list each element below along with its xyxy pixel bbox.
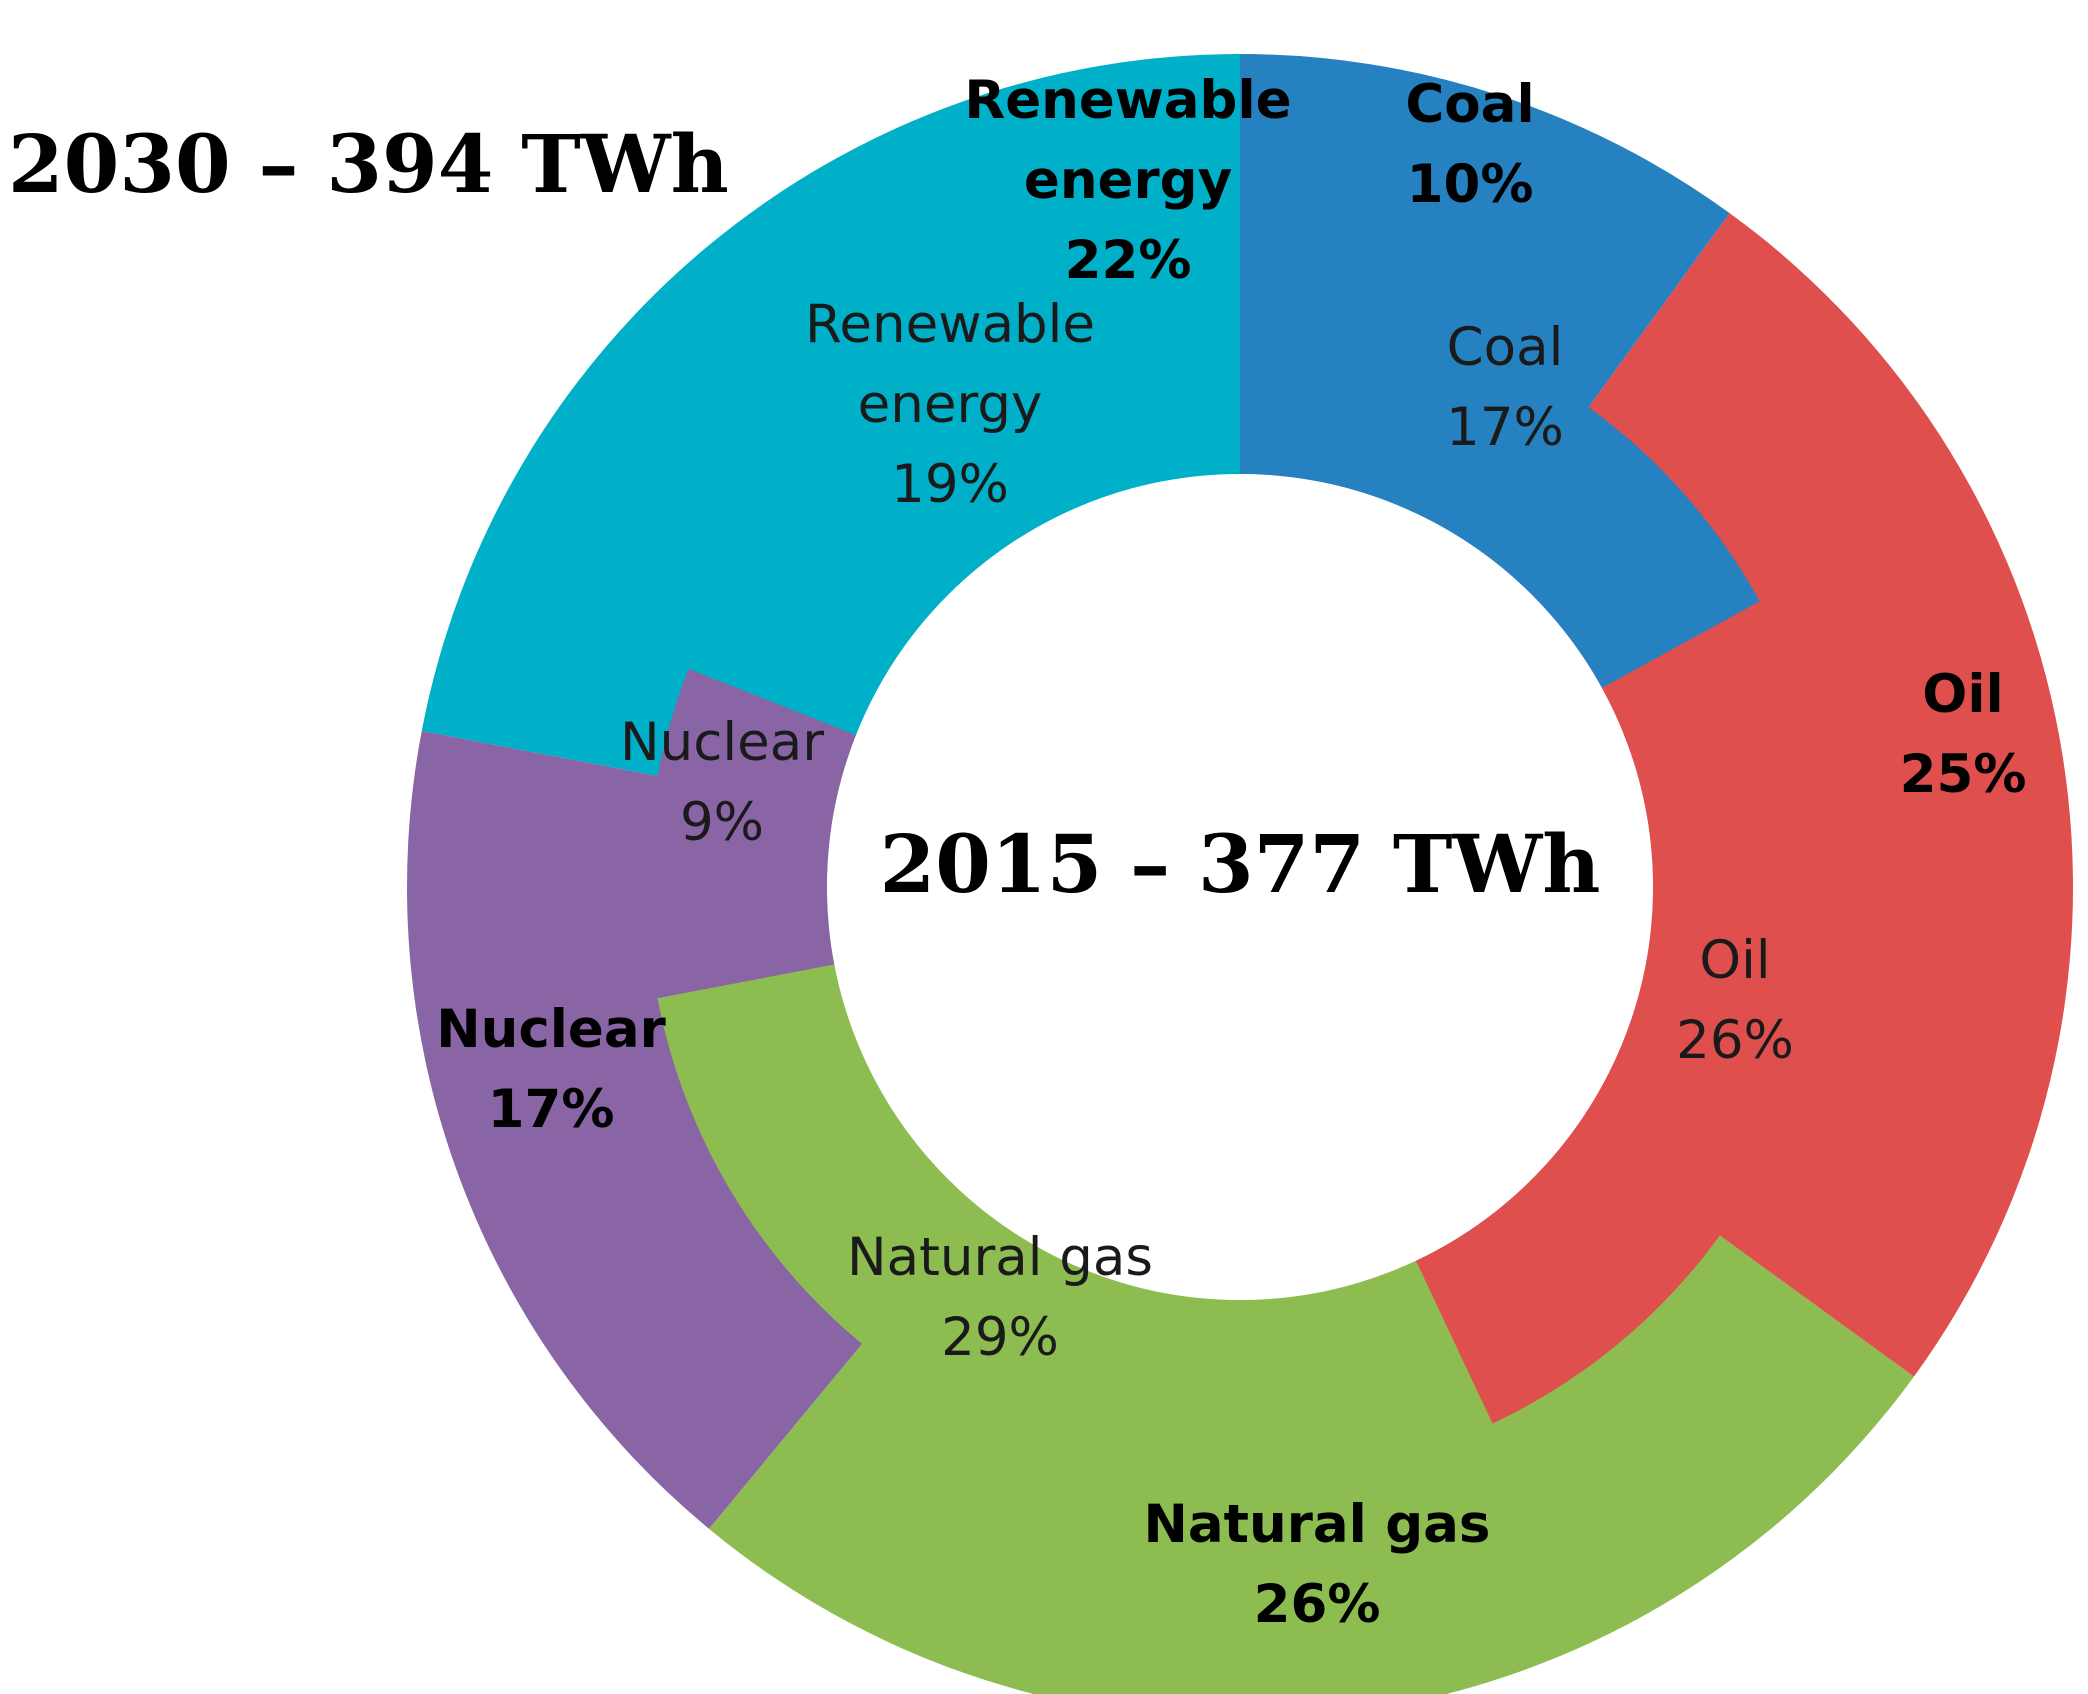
2030-label-renewable-energy-line-0: Renewable — [964, 70, 1291, 131]
2015-label-coal-line-1: 17% — [1446, 397, 1564, 458]
2015-label-oil-line-1: 26% — [1676, 1010, 1794, 1071]
2015-label-renewable-energy-line-0: Renewable — [805, 294, 1095, 355]
2015-label-oil-line-0: Oil — [1699, 930, 1770, 991]
2030-label-coal: Coal 10% — [1405, 74, 1534, 215]
2015-slice-natural-gas — [657, 964, 1493, 1480]
2030-label-natural-gas-line-0: Natural gas — [1144, 1494, 1491, 1555]
slices-group — [407, 54, 2073, 1694]
labels-group: Coal 10% Oil 25% Natural gas 26% Nuclear 17% Ren… — [436, 70, 2026, 1635]
2015-label-renewable-energy-line-2: 19% — [891, 454, 1009, 515]
2030-label-coal-line-0: Coal — [1405, 74, 1534, 135]
2015-label-natural-gas-line-0: Natural gas — [847, 1227, 1153, 1288]
2030-label-nuclear: Nuclear 17% — [436, 999, 666, 1140]
2015-label-renewable-energy: Renewable energy 19% — [805, 294, 1095, 515]
2015-label-oil: Oil 26% — [1676, 930, 1794, 1071]
2030-label-natural-gas: Natural gas 26% — [1144, 1494, 1491, 1635]
2030-slice-renewable-energy — [421, 54, 1240, 810]
outer-ring-title: 2030 – 394 TWh — [8, 117, 729, 211]
donut-hole — [827, 474, 1653, 1300]
inner-ring-title: 2015 – 377 TWh — [880, 817, 1601, 911]
2015-slice-coal — [1240, 294, 1760, 689]
2030-label-natural-gas-line-1: 26% — [1254, 1574, 1381, 1635]
2015-label-nuclear-line-1: 9% — [680, 792, 764, 853]
2015-label-natural-gas-line-1: 29% — [941, 1307, 1059, 1368]
2030-label-renewable-energy-line-2: 22% — [1065, 230, 1192, 291]
2015-label-nuclear-line-0: Nuclear — [620, 712, 824, 773]
2030-slice-nuclear — [407, 730, 977, 1529]
2030-label-oil-line-0: Oil — [1922, 664, 2003, 725]
2030-label-renewable-energy-line-1: energy — [1024, 150, 1232, 211]
2030-label-coal-line-1: 10% — [1407, 154, 1534, 215]
2015-label-nuclear: Nuclear 9% — [620, 712, 824, 853]
2015-label-coal-line-0: Coal — [1447, 317, 1564, 378]
2015-label-renewable-energy-line-1: energy — [858, 374, 1043, 435]
2030-label-oil-line-1: 25% — [1900, 744, 2027, 805]
2015-slice-nuclear — [647, 668, 857, 999]
2015-label-natural-gas: Natural gas 29% — [847, 1227, 1153, 1368]
2030-label-renewable-energy: Renewable energy 22% — [964, 70, 1291, 291]
2030-label-nuclear-line-0: Nuclear — [436, 999, 666, 1060]
2030-label-oil: Oil 25% — [1900, 664, 2027, 805]
2015-slice-oil — [1415, 601, 1833, 1424]
2015-slice-renewable-energy — [688, 294, 1240, 735]
2030-label-nuclear-line-1: 17% — [488, 1079, 615, 1140]
2015-label-coal: Coal 17% — [1446, 317, 1564, 458]
